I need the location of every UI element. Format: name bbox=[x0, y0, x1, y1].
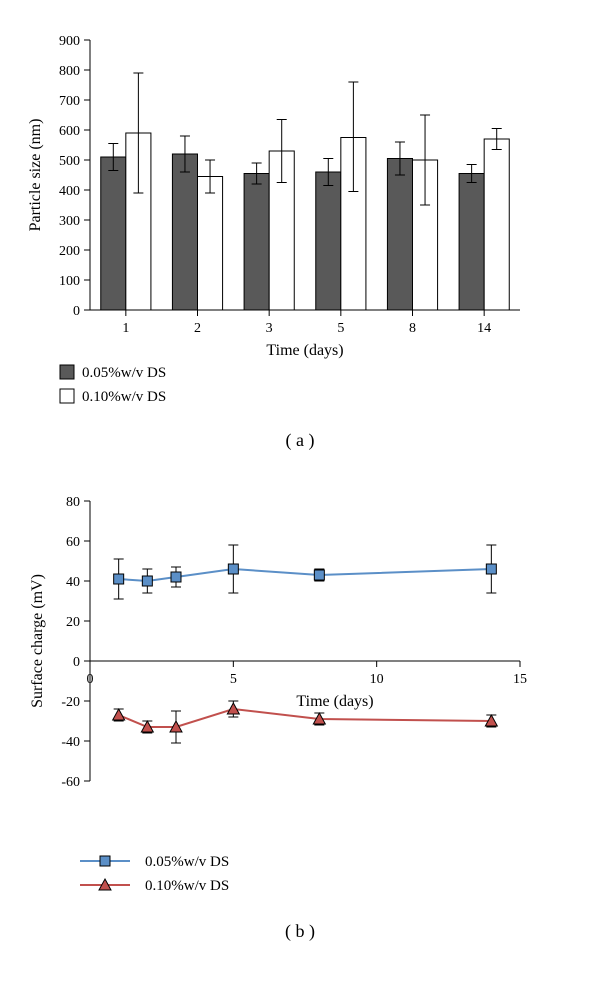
svg-text:Time (days): Time (days) bbox=[266, 342, 343, 359]
bar-chart-legend: 0.05%w/v DS 0.10%w/v DS bbox=[20, 360, 540, 420]
svg-text:1: 1 bbox=[122, 321, 129, 336]
svg-text:-60: -60 bbox=[61, 775, 80, 790]
svg-text:5: 5 bbox=[337, 321, 344, 336]
svg-text:100: 100 bbox=[59, 274, 80, 289]
svg-text:60: 60 bbox=[66, 535, 80, 550]
bar-chart: 0 100 200 300 400 500 600 700 800 900 1 2 3 5 8 14 Time … bbox=[20, 20, 540, 360]
svg-text:0.05%w/v DS: 0.05%w/v DS bbox=[82, 365, 166, 381]
caption-a: ( a ) bbox=[20, 430, 580, 451]
svg-text:Surface charge (mV): Surface charge (mV) bbox=[29, 574, 46, 708]
line-chart-legend: 0.05%w/v DS 0.10%w/v DS bbox=[20, 841, 540, 911]
svg-text:900: 900 bbox=[59, 34, 80, 49]
svg-text:300: 300 bbox=[59, 214, 80, 229]
line-chart: -60-40-20020406080051015Time (days)Surfa… bbox=[20, 481, 540, 841]
svg-text:700: 700 bbox=[59, 94, 80, 109]
svg-text:0: 0 bbox=[73, 304, 80, 319]
svg-text:0.05%w/v DS: 0.05%w/v DS bbox=[145, 854, 229, 870]
svg-text:3: 3 bbox=[266, 321, 273, 336]
svg-text:200: 200 bbox=[59, 244, 80, 259]
svg-text:8: 8 bbox=[409, 321, 416, 336]
svg-text:0.10%w/v DS: 0.10%w/v DS bbox=[145, 878, 229, 894]
svg-text:Time (days): Time (days) bbox=[296, 693, 373, 710]
svg-text:20: 20 bbox=[66, 615, 80, 630]
svg-text:80: 80 bbox=[66, 495, 80, 510]
svg-text:-40: -40 bbox=[61, 735, 80, 750]
bar-chart-panel: 0 100 200 300 400 500 600 700 800 900 1 2 3 5 8 14 Time … bbox=[20, 20, 580, 451]
caption-b: ( b ) bbox=[20, 921, 580, 942]
svg-text:15: 15 bbox=[513, 672, 527, 687]
svg-text:0.10%w/v DS: 0.10%w/v DS bbox=[82, 389, 166, 405]
svg-text:500: 500 bbox=[59, 154, 80, 169]
svg-text:Particle size (nm): Particle size (nm) bbox=[27, 119, 44, 232]
svg-text:600: 600 bbox=[59, 124, 80, 139]
svg-text:40: 40 bbox=[66, 575, 80, 590]
svg-text:5: 5 bbox=[230, 672, 237, 687]
svg-text:800: 800 bbox=[59, 64, 80, 79]
svg-text:400: 400 bbox=[59, 184, 80, 199]
svg-text:-20: -20 bbox=[61, 695, 80, 710]
svg-text:14: 14 bbox=[477, 321, 491, 336]
svg-text:0: 0 bbox=[73, 655, 80, 670]
line-chart-panel: -60-40-20020406080051015Time (days)Surfa… bbox=[20, 481, 580, 942]
svg-text:10: 10 bbox=[370, 672, 384, 687]
svg-text:2: 2 bbox=[194, 321, 201, 336]
